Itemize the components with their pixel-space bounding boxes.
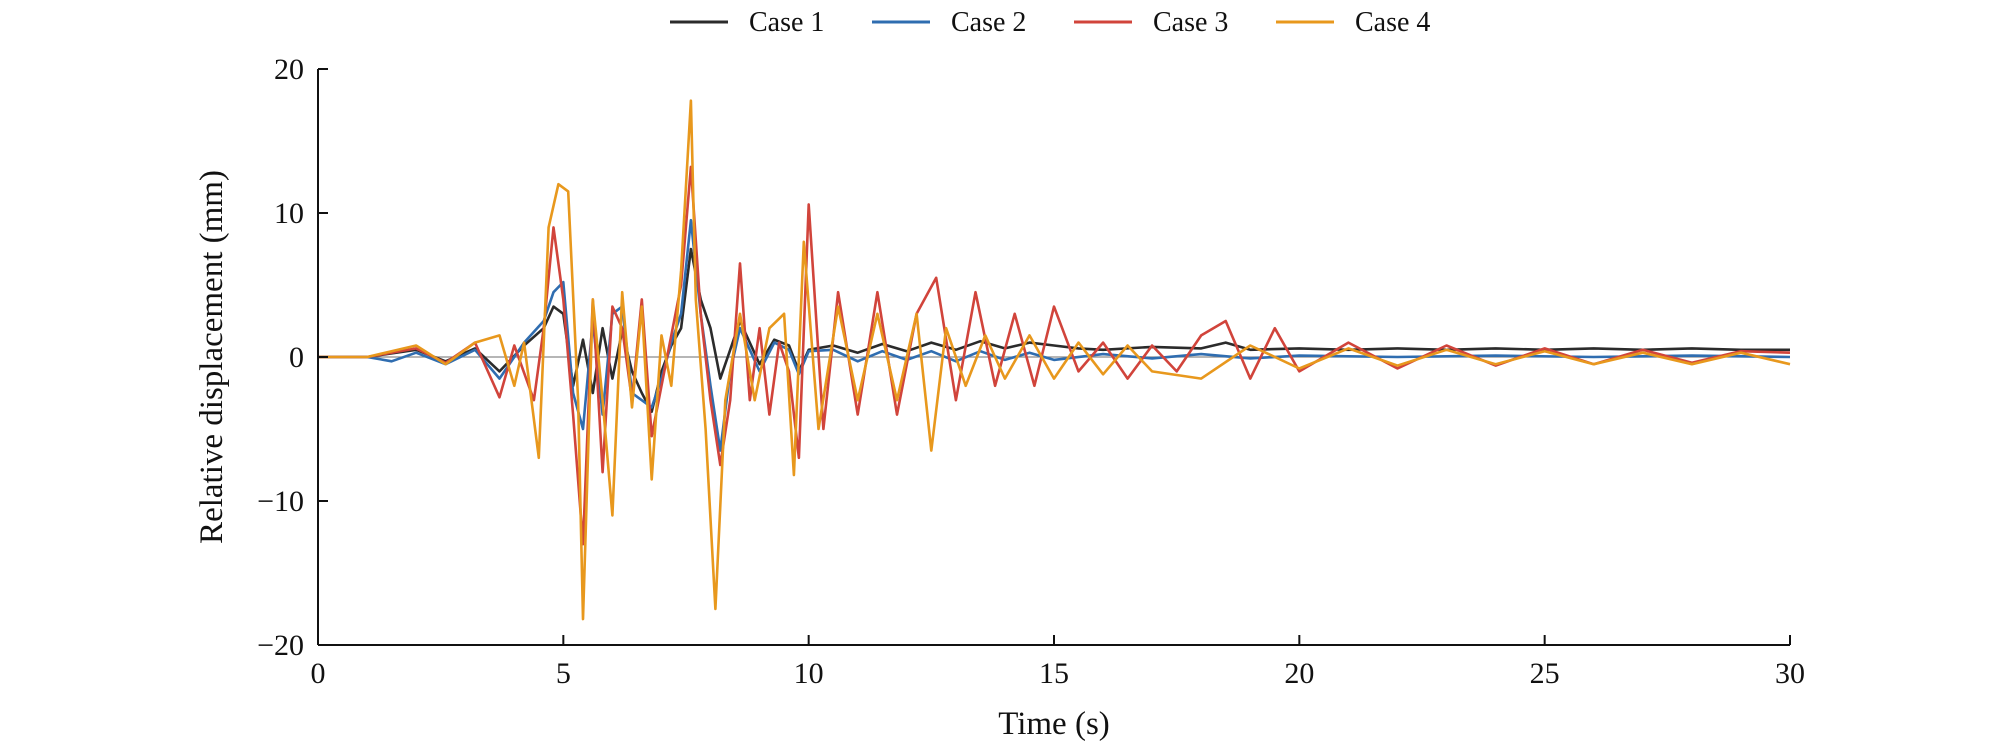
legend-label-case-4: Case 4: [1355, 7, 1430, 38]
x-tick-label: 20: [1284, 657, 1314, 690]
legend-item-case-1: Case 1: [670, 7, 824, 38]
legend-label-case-1: Case 1: [749, 7, 824, 38]
legend-item-case-3: Case 3: [1074, 7, 1228, 38]
series-line-case-1: [318, 247, 1790, 413]
y-tick-label: 20: [274, 53, 304, 86]
y-tick-label: 0: [289, 341, 304, 374]
x-tick-label: 5: [556, 657, 571, 690]
legend-item-case-2: Case 2: [872, 7, 1026, 38]
legend-label-case-3: Case 3: [1153, 7, 1228, 38]
y-tick-label: −10: [257, 485, 304, 518]
x-ticks: 0 5 10 15 20 25 30: [311, 635, 1805, 690]
series-line-case-3: [318, 165, 1791, 546]
y-axis-title: Relative displacement (mm): [194, 170, 230, 544]
legend: Case 1 Case 2 Case 3 Case 4: [670, 7, 1430, 38]
x-axis-title: Time (s): [998, 706, 1110, 742]
x-tick-label: 10: [794, 657, 824, 690]
series-line-case-4: [318, 99, 1791, 621]
x-tick-label: 25: [1530, 657, 1560, 690]
x-tick-label: 30: [1775, 657, 1805, 690]
legend-label-case-2: Case 2: [951, 7, 1026, 38]
y-tick-label: 10: [274, 197, 304, 230]
plot-area: [318, 99, 1791, 621]
y-ticks: 20 10 0 −10 −20: [257, 53, 328, 662]
x-tick-label: 0: [311, 657, 326, 690]
series-line-case-2: [318, 218, 1791, 452]
legend-item-case-4: Case 4: [1276, 7, 1430, 38]
x-tick-label: 15: [1039, 657, 1069, 690]
y-tick-label: −20: [257, 629, 304, 662]
